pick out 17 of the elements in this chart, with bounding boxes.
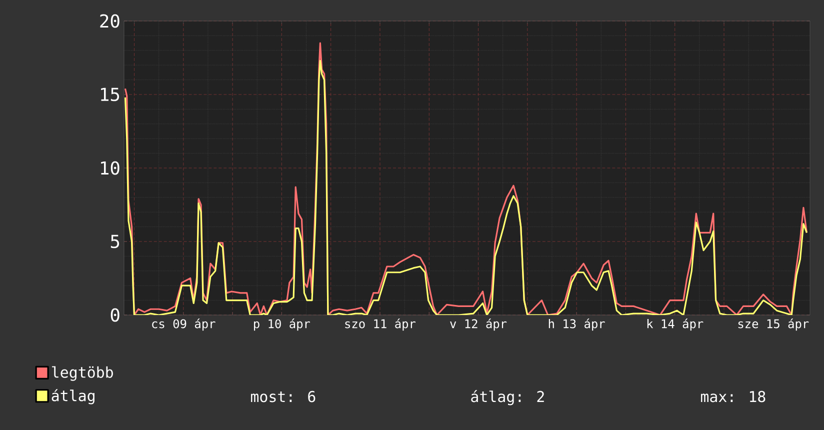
text: max: 18 bbox=[701, 390, 766, 402]
x-tick-label: cs 09 ápr bbox=[152, 318, 216, 331]
legend-label: átlag bbox=[52, 389, 94, 404]
x-tick-label: k 14 ápr bbox=[647, 318, 704, 331]
x-tick-label: szo 11 ápr bbox=[345, 318, 416, 331]
x-tick-label: h 13 ápr bbox=[548, 318, 605, 331]
y-tick-label: 0 bbox=[110, 308, 120, 322]
y-tick-label: 20 bbox=[100, 14, 120, 28]
text: átlag: 2 bbox=[471, 390, 544, 406]
x-tick-label: p 10 ápr bbox=[254, 318, 310, 331]
legend-label: legtöbb bbox=[52, 366, 113, 381]
text: most: 6 bbox=[251, 390, 316, 402]
y-tick-label: 5 bbox=[110, 234, 120, 248]
y-tick-label: 15 bbox=[101, 88, 120, 102]
x-tick-label: sze 15 ápr bbox=[738, 318, 809, 331]
x-tick-label: v 12 ápr bbox=[450, 318, 507, 331]
y-tick-label: 10 bbox=[101, 161, 120, 175]
